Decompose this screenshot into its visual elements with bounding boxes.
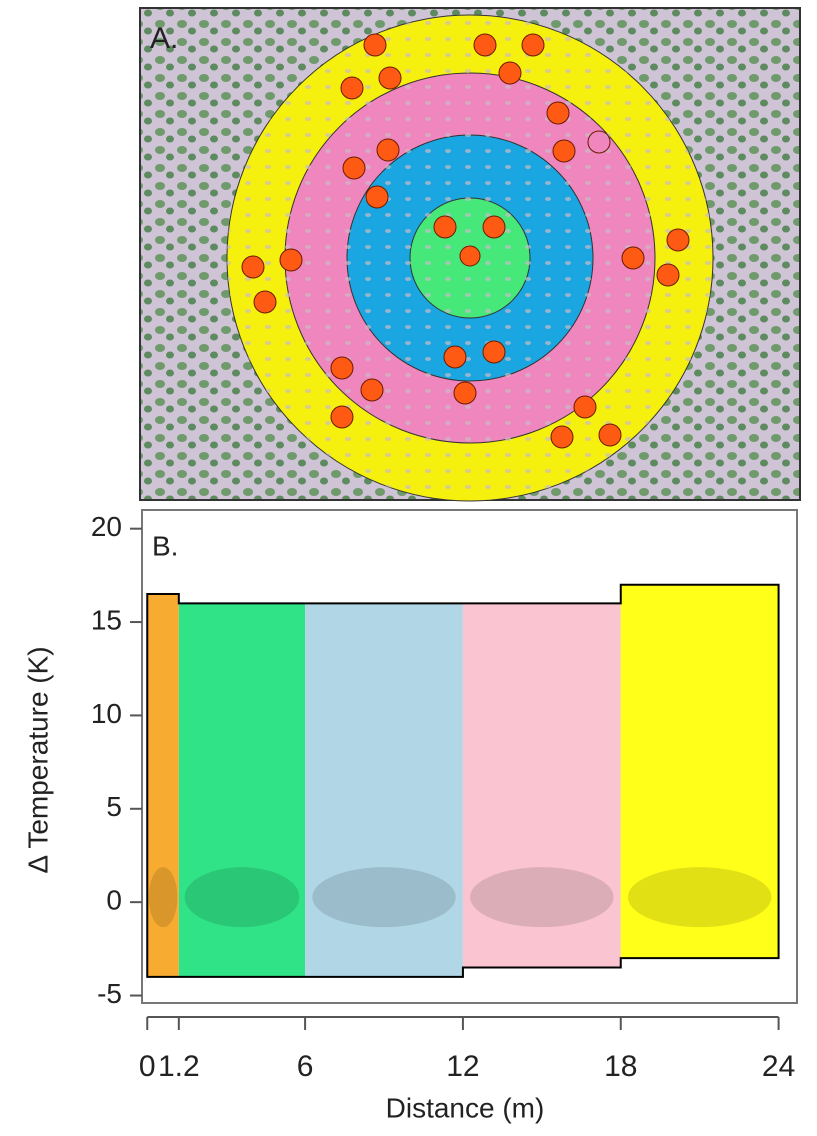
temperature-band bbox=[462, 603, 621, 968]
x-axis-label: Distance (m) bbox=[386, 1092, 545, 1123]
panel-b bbox=[141, 509, 798, 1004]
y-tick-label: 15 bbox=[91, 604, 122, 635]
y-tick-label: 5 bbox=[106, 791, 122, 822]
density-core bbox=[627, 867, 772, 928]
envelope bbox=[146, 583, 780, 978]
density-core bbox=[312, 867, 456, 928]
y-tick-label: 0 bbox=[106, 885, 122, 916]
sample-points bbox=[241, 33, 690, 449]
y-tick-label: 10 bbox=[91, 698, 122, 729]
temperature-band bbox=[147, 594, 179, 977]
x-tick-label: 24 bbox=[762, 1050, 795, 1083]
y-tick-label: 20 bbox=[91, 511, 122, 542]
panel-label: A. bbox=[150, 22, 178, 55]
temperature-band bbox=[305, 603, 463, 977]
density-core bbox=[184, 867, 300, 928]
x-tick-label: 18 bbox=[604, 1050, 637, 1083]
y-tick-label: -5 bbox=[97, 978, 122, 1009]
panel-a: A. bbox=[139, 7, 801, 502]
y-axis-label: Δ Temperature (K) bbox=[22, 646, 53, 873]
panel-label: B. bbox=[152, 530, 178, 561]
temperature-band bbox=[178, 603, 306, 977]
density-core bbox=[148, 867, 178, 928]
x-tick-label: 0 bbox=[139, 1050, 156, 1083]
x-tick-label: 1.2 bbox=[158, 1050, 200, 1083]
density-core bbox=[470, 867, 614, 928]
temperature-band bbox=[620, 584, 779, 959]
x-tick-label: 12 bbox=[446, 1050, 479, 1083]
x-tick-label: 6 bbox=[297, 1050, 314, 1083]
